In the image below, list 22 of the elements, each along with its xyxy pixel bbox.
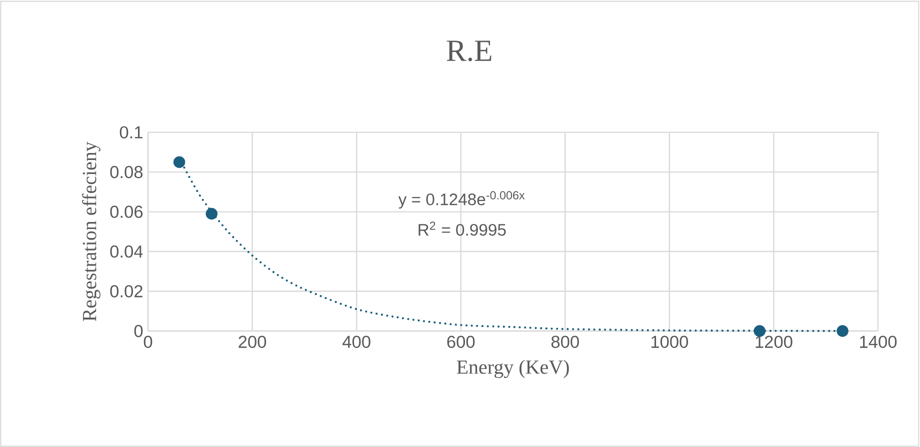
annotation: R$^{2}$ = 0.9995 (418, 222, 506, 236)
x-tick-label: 800 (551, 336, 579, 348)
x-tick-label: 400 (342, 336, 370, 348)
point (836, 325, 848, 337)
x-tick-label: 1400 (860, 336, 897, 348)
x-tick-label: 600 (447, 336, 475, 348)
y-tick-label: 0.1 (120, 126, 142, 138)
chart-title: R.E (446, 40, 492, 62)
point (206, 208, 218, 220)
y-axis-title: Regestration effecieny (82, 142, 100, 322)
y-tick-label: 0.06 (110, 206, 143, 218)
x-tick-label: 1000 (651, 336, 688, 348)
y-tick-label: 0.08 (110, 166, 143, 178)
x-tick-label: 200 (238, 336, 266, 348)
annotation: y = 0.1248e$^{-0.006x}$ (398, 191, 525, 209)
x-axis-title: Energy (KeV) (456, 360, 569, 378)
y-tick-label: 0.04 (110, 245, 143, 258)
x-tick-label: 1200 (756, 336, 792, 348)
y-tick-label: 0 (134, 324, 143, 338)
point (173, 156, 186, 168)
y-tick-label: 0.02 (110, 285, 142, 298)
x-tick-label: 0 (144, 336, 152, 348)
